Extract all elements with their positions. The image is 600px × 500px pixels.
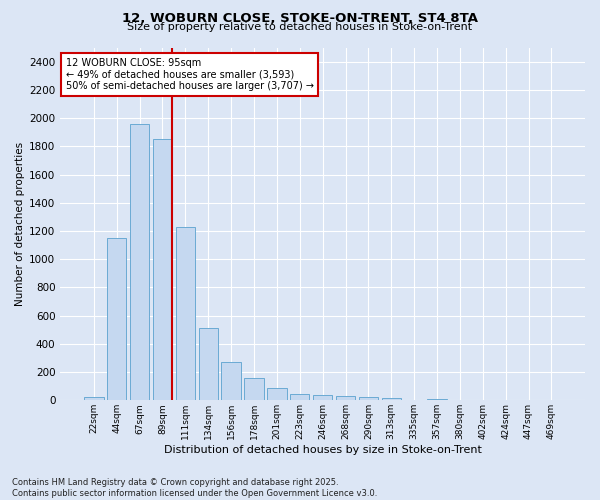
Bar <box>336 396 355 400</box>
Bar <box>84 397 104 400</box>
Text: 12, WOBURN CLOSE, STOKE-ON-TRENT, ST4 8TA: 12, WOBURN CLOSE, STOKE-ON-TRENT, ST4 8T… <box>122 12 478 26</box>
Bar <box>382 398 401 400</box>
Bar <box>176 226 195 400</box>
Bar <box>221 362 241 401</box>
Y-axis label: Number of detached properties: Number of detached properties <box>15 142 25 306</box>
Bar <box>107 238 127 400</box>
X-axis label: Distribution of detached houses by size in Stoke-on-Trent: Distribution of detached houses by size … <box>164 445 482 455</box>
Text: 12 WOBURN CLOSE: 95sqm
← 49% of detached houses are smaller (3,593)
50% of semi-: 12 WOBURN CLOSE: 95sqm ← 49% of detached… <box>65 58 314 92</box>
Bar <box>267 388 287 400</box>
Bar <box>130 124 149 400</box>
Bar <box>153 139 172 400</box>
Bar <box>427 399 447 400</box>
Bar <box>313 394 332 400</box>
Bar <box>290 394 310 400</box>
Text: Size of property relative to detached houses in Stoke-on-Trent: Size of property relative to detached ho… <box>127 22 473 32</box>
Bar <box>244 378 264 400</box>
Bar <box>199 328 218 400</box>
Text: Contains HM Land Registry data © Crown copyright and database right 2025.
Contai: Contains HM Land Registry data © Crown c… <box>12 478 377 498</box>
Bar <box>359 398 378 400</box>
